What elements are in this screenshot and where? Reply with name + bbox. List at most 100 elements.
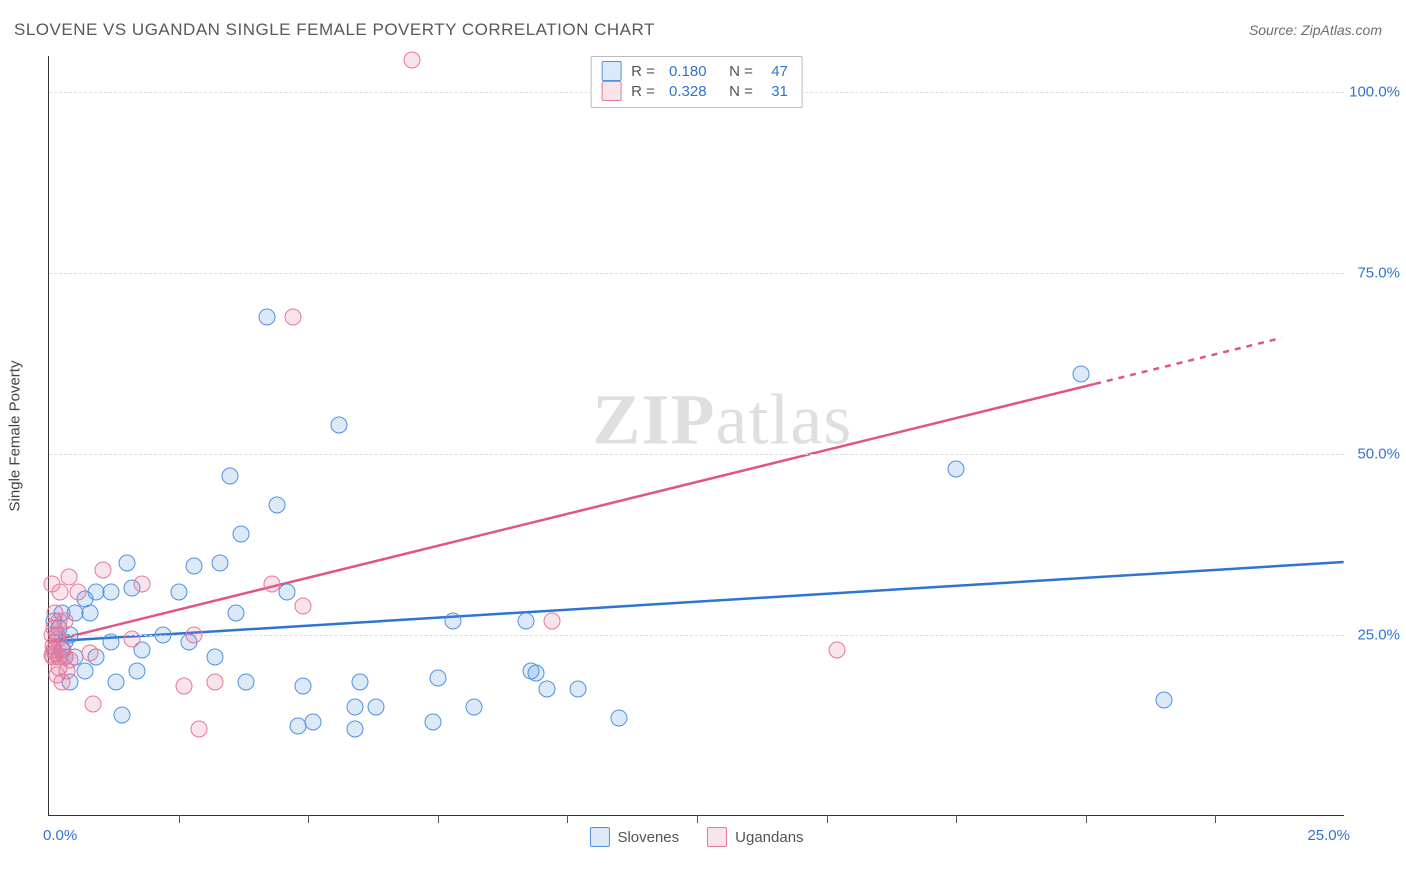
data-point-slovenes — [258, 308, 275, 325]
x-min-label: 0.0% — [43, 827, 77, 844]
x-tick — [1086, 815, 1087, 823]
data-point-slovenes — [305, 713, 322, 730]
data-point-slovenes — [346, 721, 363, 738]
x-max-label: 25.0% — [1307, 827, 1350, 844]
data-point-ugandans — [295, 598, 312, 615]
data-point-slovenes — [948, 460, 965, 477]
data-point-slovenes — [82, 605, 99, 622]
data-point-slovenes — [445, 612, 462, 629]
data-point-slovenes — [517, 612, 534, 629]
legend-swatch — [707, 827, 727, 847]
data-point-slovenes — [528, 664, 545, 681]
data-point-slovenes — [186, 558, 203, 575]
chart-title: SLOVENE VS UGANDAN SINGLE FEMALE POVERTY… — [14, 20, 655, 40]
legend-series: SlovenesUgandans — [589, 827, 803, 847]
data-point-slovenes — [227, 605, 244, 622]
data-point-ugandans — [69, 583, 86, 600]
grid-line — [49, 635, 1344, 636]
data-point-slovenes — [206, 648, 223, 665]
legend-n-label: N = — [717, 83, 762, 100]
legend-r-label: R = — [631, 63, 659, 80]
data-point-slovenes — [113, 706, 130, 723]
data-point-ugandans — [82, 645, 99, 662]
data-point-slovenes — [129, 663, 146, 680]
source-attribution: Source: ZipAtlas.com — [1249, 22, 1382, 38]
data-point-slovenes — [222, 467, 239, 484]
data-point-ugandans — [52, 583, 69, 600]
data-point-slovenes — [295, 677, 312, 694]
data-point-slovenes — [103, 634, 120, 651]
legend-top-row-slovenes: R = 0.180 N = 47 — [601, 61, 788, 81]
data-point-slovenes — [569, 681, 586, 698]
data-point-slovenes — [289, 717, 306, 734]
x-tick — [179, 815, 180, 823]
data-point-ugandans — [403, 51, 420, 68]
y-tick-label: 50.0% — [1348, 446, 1400, 463]
source-name: ZipAtlas.com — [1301, 22, 1382, 38]
legend-label: Slovenes — [617, 829, 679, 846]
data-point-slovenes — [1155, 692, 1172, 709]
scatter-plot: Single Female Poverty R = 0.180 N = 47R … — [48, 56, 1344, 816]
legend-swatch — [589, 827, 609, 847]
data-point-ugandans — [284, 308, 301, 325]
data-point-ugandans — [186, 627, 203, 644]
data-point-slovenes — [269, 496, 286, 513]
source-prefix: Source: — [1249, 22, 1301, 38]
trend-line-ugandans-extrapolated — [1095, 338, 1281, 384]
legend-n-label: N = — [717, 63, 762, 80]
x-tick — [567, 815, 568, 823]
x-tick — [308, 815, 309, 823]
grid-line — [49, 454, 1344, 455]
data-point-slovenes — [367, 699, 384, 716]
legend-swatch — [601, 61, 621, 81]
data-point-slovenes — [1072, 366, 1089, 383]
trend-line-slovenes — [49, 562, 1343, 642]
data-point-slovenes — [237, 674, 254, 691]
data-point-slovenes — [77, 663, 94, 680]
data-point-slovenes — [279, 583, 296, 600]
y-tick-label: 25.0% — [1348, 627, 1400, 644]
data-point-slovenes — [103, 583, 120, 600]
data-point-slovenes — [424, 713, 441, 730]
data-point-ugandans — [543, 612, 560, 629]
legend-r-value: 0.328 — [669, 83, 707, 100]
watermark-atlas: atlas — [715, 380, 852, 460]
legend-n-value: 47 — [771, 63, 788, 80]
data-point-slovenes — [611, 710, 628, 727]
data-point-ugandans — [56, 612, 73, 629]
data-point-ugandans — [828, 641, 845, 658]
x-tick — [697, 815, 698, 823]
x-tick — [438, 815, 439, 823]
data-point-ugandans — [61, 652, 78, 669]
legend-r-label: R = — [631, 83, 659, 100]
data-point-slovenes — [352, 674, 369, 691]
data-point-slovenes — [87, 583, 104, 600]
data-point-slovenes — [466, 699, 483, 716]
legend-top-row-ugandans: R = 0.328 N = 31 — [601, 81, 788, 101]
data-point-ugandans — [175, 677, 192, 694]
watermark: ZIPatlas — [592, 379, 852, 462]
data-point-slovenes — [429, 670, 446, 687]
data-point-slovenes — [118, 554, 135, 571]
legend-swatch — [601, 81, 621, 101]
y-tick-label: 75.0% — [1348, 265, 1400, 282]
y-tick-label: 100.0% — [1348, 84, 1400, 101]
data-point-slovenes — [232, 525, 249, 542]
data-point-ugandans — [95, 561, 112, 578]
x-tick — [827, 815, 828, 823]
data-point-ugandans — [191, 721, 208, 738]
x-tick — [956, 815, 957, 823]
data-point-slovenes — [212, 554, 229, 571]
data-point-slovenes — [108, 674, 125, 691]
data-point-slovenes — [155, 627, 172, 644]
legend-n-value: 31 — [771, 83, 788, 100]
y-axis-label: Single Female Poverty — [7, 360, 24, 511]
data-point-ugandans — [263, 576, 280, 593]
trend-line-ugandans — [49, 384, 1095, 642]
data-point-slovenes — [170, 583, 187, 600]
data-point-ugandans — [206, 674, 223, 691]
legend-correlation-box: R = 0.180 N = 47R = 0.328 N = 31 — [590, 56, 803, 108]
legend-r-value: 0.180 — [669, 63, 707, 80]
data-point-ugandans — [123, 630, 140, 647]
trend-lines-layer — [49, 56, 1344, 815]
